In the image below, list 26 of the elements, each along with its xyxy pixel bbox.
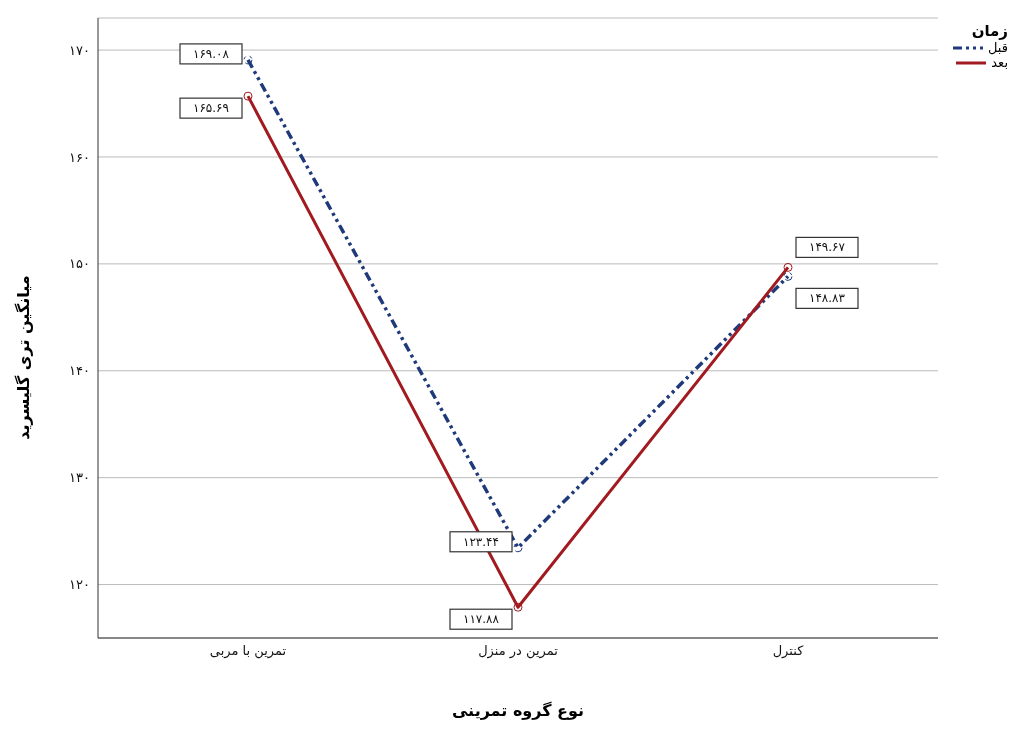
data-label: ۱۴۹.۶۷ xyxy=(808,240,846,255)
point xyxy=(513,543,523,553)
legend-label: بعد xyxy=(991,55,1008,70)
x-tick-label: کنترل xyxy=(772,643,805,660)
point xyxy=(513,602,523,612)
y-tick-label: ۱۷۰ xyxy=(69,42,90,58)
y-tick-label: ۱۲۰ xyxy=(69,577,90,593)
y-tick-label: ۱۴۰ xyxy=(69,363,90,379)
x-axis-title: نوع گروه تمرینی xyxy=(450,701,586,720)
point xyxy=(783,262,793,272)
legend-title: زمان xyxy=(970,22,1008,40)
y-tick-label: ۱۳۰ xyxy=(69,470,90,486)
point xyxy=(243,91,253,101)
y-tick-label: ۱۵۰ xyxy=(69,256,90,272)
point xyxy=(243,55,253,65)
legend-label: قبل xyxy=(988,40,1008,55)
data-label: ۱۱۷.۸۸ xyxy=(462,612,500,627)
y-tick-label: ۱۶۰ xyxy=(69,149,90,165)
x-tick-label: تمرین در منزل xyxy=(478,643,559,660)
data-label: ۱۶۵.۶۹ xyxy=(192,101,230,116)
point xyxy=(783,271,793,281)
data-label: ۱۴۸.۸۳ xyxy=(808,291,846,306)
x-tick-label: تمرین با مربی xyxy=(209,643,287,660)
y-axis-title: میانگین تری گلیسرید xyxy=(13,274,33,442)
data-label: ۱۲۳.۴۴ xyxy=(462,534,500,549)
data-label: ۱۶۹.۰۸ xyxy=(192,46,230,61)
